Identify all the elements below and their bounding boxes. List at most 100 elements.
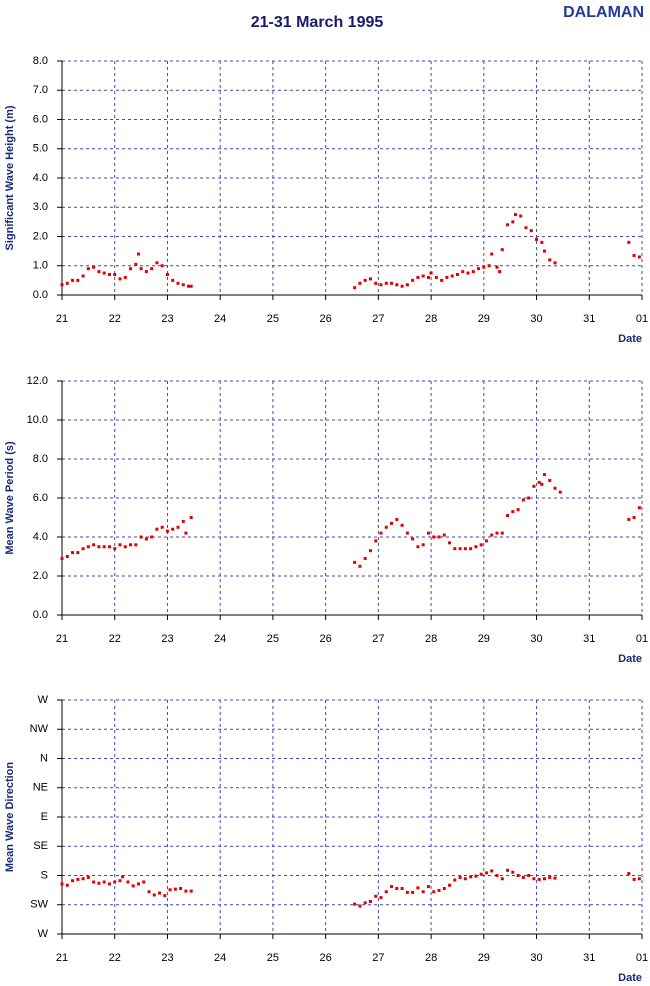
point xyxy=(558,490,562,494)
x-tick-label: 27 xyxy=(372,633,384,645)
point xyxy=(86,267,90,271)
point xyxy=(363,901,367,905)
point xyxy=(187,284,191,288)
point xyxy=(71,278,75,282)
point xyxy=(637,877,641,881)
point xyxy=(416,545,420,549)
x-tick-label: 29 xyxy=(478,633,490,645)
point xyxy=(495,531,499,535)
point xyxy=(358,281,362,285)
point xyxy=(160,525,164,529)
point xyxy=(390,521,394,525)
point xyxy=(416,275,420,279)
point xyxy=(548,875,552,879)
point xyxy=(189,889,193,893)
point xyxy=(553,876,557,880)
point xyxy=(136,882,140,886)
point xyxy=(511,510,515,514)
y-tick-label: 4.0 xyxy=(33,531,48,543)
x-tick-label: 28 xyxy=(425,313,437,325)
point xyxy=(123,275,127,279)
point xyxy=(86,875,90,879)
point xyxy=(395,887,399,890)
point xyxy=(86,545,90,549)
x-tick-label: 22 xyxy=(109,633,121,645)
point xyxy=(455,273,459,277)
point xyxy=(548,478,552,482)
point xyxy=(76,877,80,881)
point xyxy=(500,531,504,535)
x-axis-label: Date xyxy=(618,333,642,345)
point xyxy=(92,880,96,884)
point xyxy=(405,890,409,894)
point xyxy=(395,283,399,287)
point xyxy=(384,281,388,285)
point xyxy=(184,531,188,535)
point xyxy=(416,886,420,890)
x-tick-label: 21 xyxy=(56,952,68,964)
y-tick-label: W xyxy=(38,694,49,706)
point xyxy=(400,284,404,288)
y-tick-label: SE xyxy=(33,840,48,852)
point xyxy=(495,265,499,269)
point xyxy=(384,525,388,529)
x-tick-label: 22 xyxy=(109,952,121,964)
point xyxy=(121,875,125,879)
x-tick-label: 30 xyxy=(530,313,542,325)
y-tick-label: 8.0 xyxy=(33,453,48,465)
point xyxy=(487,264,491,268)
point xyxy=(463,877,467,881)
point xyxy=(627,872,631,876)
point xyxy=(400,523,404,527)
point xyxy=(353,902,357,906)
point xyxy=(437,535,441,539)
point xyxy=(450,274,454,278)
point xyxy=(490,533,494,537)
chart-title: 21-31 March 1995 xyxy=(251,14,384,31)
point xyxy=(107,273,111,277)
y-tick-label: 5.0 xyxy=(33,143,48,155)
point xyxy=(113,273,117,277)
point xyxy=(176,281,180,285)
point xyxy=(126,880,130,884)
point xyxy=(102,880,106,884)
point xyxy=(150,267,154,271)
x-axis-label: Date xyxy=(618,653,642,665)
point xyxy=(421,543,425,547)
point xyxy=(542,877,546,881)
y-tick-label: NW xyxy=(30,723,49,735)
point xyxy=(627,517,631,521)
point xyxy=(129,267,133,271)
x-tick-label: 29 xyxy=(478,952,490,964)
point xyxy=(353,286,357,290)
point xyxy=(519,214,523,218)
point xyxy=(535,237,539,241)
point xyxy=(102,271,106,275)
point xyxy=(484,871,488,875)
x-tick-label: 27 xyxy=(372,313,384,325)
point xyxy=(155,261,159,265)
point xyxy=(390,885,394,889)
x-tick-label: 29 xyxy=(478,313,490,325)
y-tick-label: 0.0 xyxy=(33,609,48,621)
point xyxy=(532,484,536,488)
point xyxy=(500,248,504,252)
x-tick-label: 26 xyxy=(320,313,332,325)
point xyxy=(165,529,169,533)
point xyxy=(432,535,436,539)
x-tick-label: 30 xyxy=(530,633,542,645)
point xyxy=(92,265,96,269)
point xyxy=(463,547,467,551)
point xyxy=(429,271,433,275)
x-tick-label: 24 xyxy=(214,952,226,964)
x-tick-label: 21 xyxy=(56,313,68,325)
y-tick-label: 0.0 xyxy=(33,289,48,301)
y-axis-label: Significant Wave Height (m) xyxy=(4,105,16,250)
point xyxy=(181,519,185,523)
y-tick-label: 12.0 xyxy=(27,375,48,387)
point xyxy=(168,888,172,892)
point xyxy=(379,896,383,900)
point xyxy=(97,881,101,885)
point xyxy=(540,240,544,244)
point xyxy=(513,213,517,217)
